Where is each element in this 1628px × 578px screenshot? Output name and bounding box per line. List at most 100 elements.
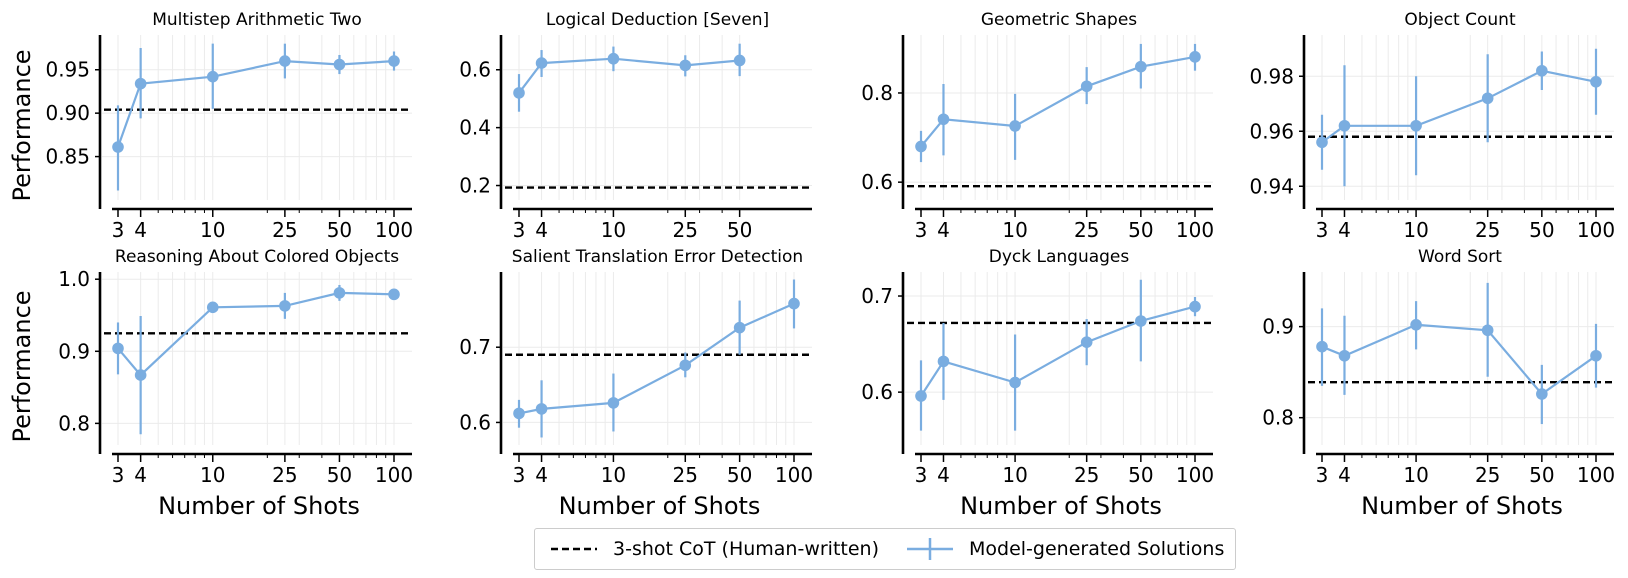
y-tick-label: 0.95 <box>45 58 90 82</box>
x-tick-label: 100 <box>775 463 813 487</box>
data-point <box>112 342 124 355</box>
y-tick-label: 0.94 <box>1249 174 1294 198</box>
data-point <box>1009 120 1021 132</box>
x-tick-label: 50 <box>1128 218 1153 242</box>
series-line <box>116 59 395 148</box>
x-tick-label: 100 <box>375 218 413 242</box>
x-tick-label: 10 <box>1403 463 1428 487</box>
x-tick-label: 3 <box>915 218 928 242</box>
legend-swatch-errorbar-line <box>905 537 955 561</box>
y-tick-label: 0.6 <box>861 170 893 194</box>
data-point <box>1316 340 1328 353</box>
data-point <box>513 87 525 99</box>
x-tick-label: 4 <box>1338 463 1351 487</box>
x-tick-label: 50 <box>327 463 352 487</box>
panel-title: Dyck Languages <box>989 247 1130 267</box>
data-point <box>607 52 620 65</box>
panel-title: Word Sort <box>1418 247 1502 267</box>
y-tick-label: 0.6 <box>459 58 491 82</box>
x-tick-label: 100 <box>375 463 413 487</box>
data-point <box>1536 388 1548 400</box>
y-tick-label: 0.7 <box>459 335 491 359</box>
data-point <box>733 54 746 67</box>
x-tick-label: 10 <box>601 218 626 242</box>
data-point <box>1410 119 1422 132</box>
x-tick-label: 10 <box>1002 463 1027 487</box>
y-tick-label: 0.85 <box>45 145 90 169</box>
data-point <box>679 59 692 72</box>
data-point <box>1009 376 1021 389</box>
y-tick-label: 0.8 <box>861 81 893 105</box>
y-tick-label: 0.8 <box>58 411 90 435</box>
data-point <box>1189 300 1201 313</box>
panel-4: 0.94 0.96 0.98 3 4 10 25 50 100 Object Count <box>1249 10 1615 242</box>
panel-3: 0.6 0.8 3 4 10 25 50 100 Geometric Shapes <box>861 10 1214 242</box>
x-tick-label: 4 <box>535 218 548 242</box>
panel-title: Multistep Arithmetic Two <box>152 10 362 30</box>
x-tick-label: 4 <box>535 463 548 487</box>
x-axis-label: Number of Shots <box>960 492 1162 520</box>
data-point <box>1410 319 1422 331</box>
x-tick-label: 50 <box>1529 463 1554 487</box>
x-tick-label: 10 <box>200 218 225 242</box>
panel-title: Reasoning About Colored Objects <box>115 247 399 267</box>
x-axis-label: Number of Shots <box>1361 492 1563 520</box>
data-point <box>788 297 800 310</box>
data-point <box>1189 51 1201 63</box>
data-point <box>679 359 692 372</box>
data-point <box>1135 315 1147 327</box>
x-tick-label: 50 <box>1128 463 1153 487</box>
y-tick-label: 0.9 <box>58 339 90 363</box>
legend-baseline-label: 3-shot CoT (Human-written) <box>613 538 879 560</box>
data-point <box>937 113 950 126</box>
y-axis-label: Performance <box>8 290 36 442</box>
data-point <box>1080 80 1093 93</box>
y-tick-label: 0.2 <box>459 174 491 198</box>
x-tick-label: 3 <box>513 218 526 242</box>
x-tick-label: 10 <box>1403 218 1428 242</box>
y-tick-label: 0.9 <box>1262 315 1294 339</box>
data-point <box>535 57 548 69</box>
x-tick-label: 50 <box>327 218 352 242</box>
panel-7: 0.6 0.7 3 4 10 25 50 100 Dyck Languages Number of… <box>861 247 1214 520</box>
series-line <box>117 291 395 377</box>
y-tick-label: 1.0 <box>58 267 90 291</box>
data-point <box>1135 60 1147 73</box>
x-tick-label: 25 <box>1074 218 1099 242</box>
data-point <box>333 58 346 71</box>
data-point <box>279 300 291 312</box>
data-point <box>915 390 927 402</box>
x-tick-label: 3 <box>1316 463 1329 487</box>
y-tick-label: 0.90 <box>45 101 90 125</box>
panel-title: Salient Translation Error Detection <box>512 247 803 267</box>
x-tick-label: 4 <box>937 463 950 487</box>
y-tick-label: 0.96 <box>1249 119 1294 143</box>
x-tick-label: 50 <box>727 463 752 487</box>
data-point <box>915 140 927 153</box>
panel-6: 0.6 0.7 3 4 10 25 50 100 Salient Translation Err… <box>459 247 813 520</box>
data-point <box>535 403 548 415</box>
data-point <box>1590 349 1602 362</box>
y-tick-label: 0.4 <box>459 116 491 140</box>
x-tick-label: 10 <box>200 463 225 487</box>
x-tick-label: 25 <box>1475 218 1500 242</box>
panel-5: 0.8 0.9 1.0 3 4 10 25 50 100 Reasoning About Colo… <box>8 247 413 520</box>
legend-swatch-dashed-line <box>549 537 599 561</box>
x-tick-label: 100 <box>1577 463 1615 487</box>
legend: 3-shot CoT (Human-written) Model-generat… <box>534 528 1236 570</box>
x-tick-label: 4 <box>134 463 147 487</box>
data-point <box>206 70 219 83</box>
y-tick-label: 0.6 <box>861 380 893 404</box>
x-tick-label: 25 <box>673 218 698 242</box>
x-tick-label: 25 <box>272 463 297 487</box>
x-tick-label: 4 <box>1338 218 1351 242</box>
x-axis-label: Number of Shots <box>559 492 761 520</box>
y-tick-label: 0.8 <box>1262 406 1294 430</box>
data-point <box>937 355 950 368</box>
panel-title: Logical Deduction [Seven] <box>546 10 769 30</box>
x-tick-label: 3 <box>513 463 526 487</box>
data-point <box>1338 349 1351 362</box>
data-point <box>1481 92 1494 105</box>
legend-item-baseline: 3-shot CoT (Human-written) <box>549 529 879 569</box>
